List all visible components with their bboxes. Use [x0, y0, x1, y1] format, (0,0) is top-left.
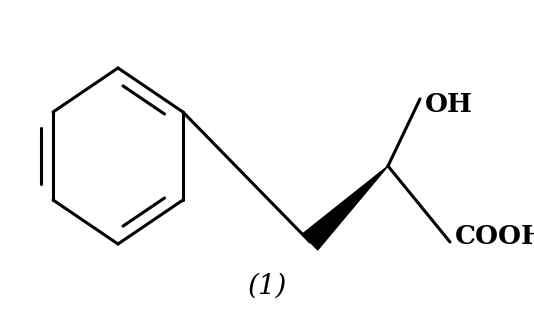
Text: (1): (1) — [247, 273, 287, 300]
Text: OH: OH — [425, 91, 473, 116]
Polygon shape — [302, 166, 388, 250]
Text: COOH: COOH — [455, 225, 534, 250]
